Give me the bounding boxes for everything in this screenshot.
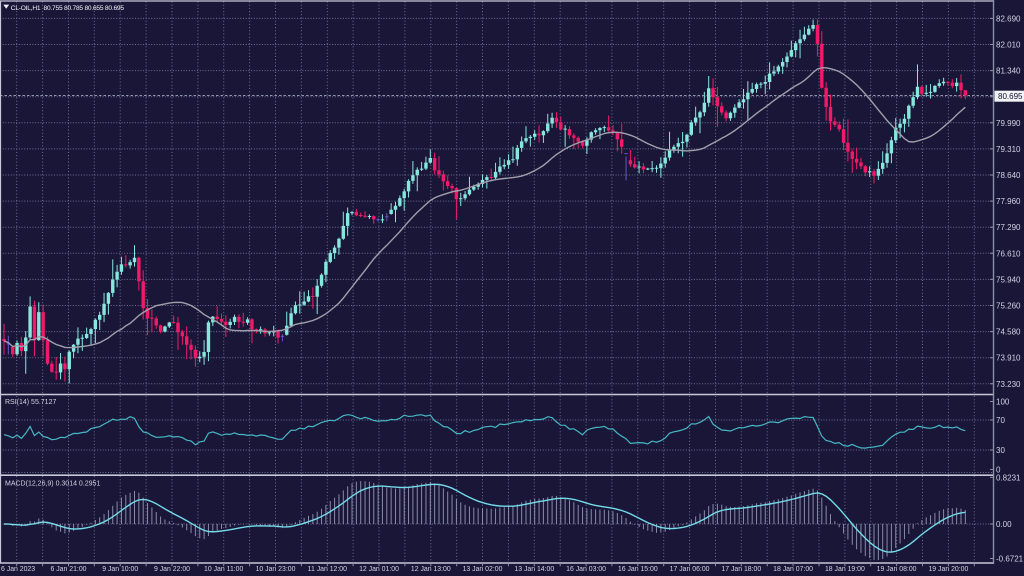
svg-text:13 Jan 02:00: 13 Jan 02:00 [463, 566, 503, 573]
svg-text:73.910: 73.910 [996, 354, 1021, 363]
svg-text:19 Jan 08:00: 19 Jan 08:00 [877, 566, 917, 573]
svg-text:77.290: 77.290 [996, 223, 1021, 232]
svg-text:MACD(12,26,9) 0.3014 0.2951: MACD(12,26,9) 0.3014 0.2951 [5, 480, 100, 487]
svg-text:RSI(14) 55.7127: RSI(14) 55.7127 [5, 399, 56, 406]
svg-text:30: 30 [996, 446, 1005, 455]
svg-text:6 Jan 2023: 6 Jan 2023 [1, 566, 35, 573]
svg-text:9 Jan 22:00: 9 Jan 22:00 [154, 566, 190, 573]
svg-text:79.310: 79.310 [996, 145, 1021, 154]
svg-text:19 Jan 20:00: 19 Jan 20:00 [928, 566, 968, 573]
svg-text:CL-OIL,H1 80.755 80.785 80.65: CL-OIL,H1 80.755 80.785 80.655 80.695 [11, 5, 125, 12]
svg-text:82.010: 82.010 [996, 41, 1021, 50]
svg-text:17 Jan 06:00: 17 Jan 06:00 [670, 566, 710, 573]
svg-text:75.940: 75.940 [996, 275, 1021, 284]
svg-text:70: 70 [996, 416, 1005, 425]
svg-text:0: 0 [996, 466, 1001, 475]
svg-text:79.990: 79.990 [996, 119, 1021, 128]
svg-text:10 Jan 23:00: 10 Jan 23:00 [256, 566, 296, 573]
svg-text:78.640: 78.640 [996, 171, 1021, 180]
svg-text:10 Jan 11:00: 10 Jan 11:00 [204, 566, 244, 573]
svg-text:73.230: 73.230 [996, 380, 1021, 389]
svg-text:17 Jan 18:00: 17 Jan 18:00 [721, 566, 761, 573]
svg-text:11 Jan 12:00: 11 Jan 12:00 [308, 566, 348, 573]
svg-text:12 Jan 13:00: 12 Jan 13:00 [411, 566, 451, 573]
svg-text:0.00: 0.00 [996, 520, 1012, 529]
svg-text:-0.6721: -0.6721 [996, 555, 1024, 564]
svg-text:12 Jan 01:00: 12 Jan 01:00 [359, 566, 399, 573]
svg-text:13 Jan 14:00: 13 Jan 14:00 [514, 566, 554, 573]
svg-text:74.580: 74.580 [996, 328, 1021, 337]
svg-text:6 Jan 21:00: 6 Jan 21:00 [50, 566, 86, 573]
svg-text:76.610: 76.610 [996, 249, 1021, 258]
svg-text:16 Jan 15:00: 16 Jan 15:00 [618, 566, 658, 573]
svg-text:81.340: 81.340 [996, 67, 1021, 76]
svg-text:18 Jan 07:00: 18 Jan 07:00 [773, 566, 813, 573]
svg-text:16 Jan 03:00: 16 Jan 03:00 [566, 566, 606, 573]
svg-text:80.695: 80.695 [998, 92, 1023, 101]
svg-text:18 Jan 19:00: 18 Jan 19:00 [825, 566, 865, 573]
svg-text:100: 100 [996, 398, 1010, 407]
svg-text:9 Jan 10:00: 9 Jan 10:00 [102, 566, 138, 573]
svg-text:82.690: 82.690 [996, 14, 1021, 23]
svg-text:0.8231: 0.8231 [996, 473, 1021, 482]
svg-text:75.260: 75.260 [996, 302, 1021, 311]
svg-text:77.960: 77.960 [996, 197, 1021, 206]
